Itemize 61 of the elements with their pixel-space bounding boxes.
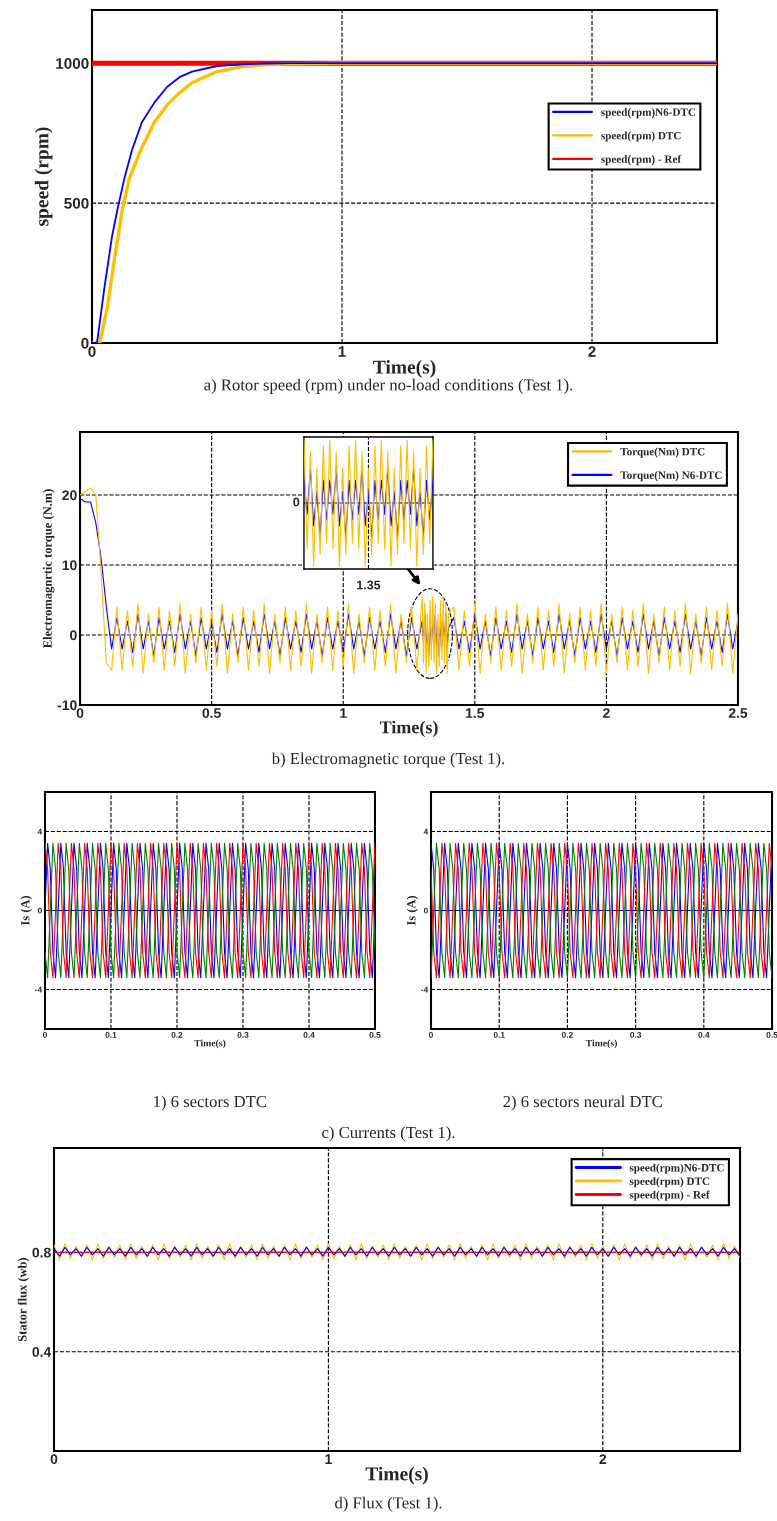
x-tick-label: 0.2 [561, 1031, 573, 1038]
x-tick-label: 0 [88, 346, 96, 357]
y-axis-title: Stator flux (wb) [17, 1257, 30, 1342]
legend-label: speed(rpm)N6-DTC [629, 1163, 724, 1174]
y-tick-label: 4 [423, 828, 429, 835]
x-tick-label: 0.2 [171, 1031, 183, 1038]
y-tick-label: 0.4 [32, 1347, 52, 1357]
y-tick-label: 0 [81, 337, 89, 349]
y-tick-label: 4 [37, 828, 43, 835]
y-axis-title: speed (rpm) [34, 127, 53, 226]
x-tick-label: 1.5 [466, 708, 485, 718]
text: b) Electromagnetic torque (Test 1). [271, 752, 505, 768]
text: 2) 6 sectors neural DTC [503, 1095, 662, 1111]
y-tick-label: -10 [57, 700, 77, 711]
x-tick-label: 0.5 [202, 708, 221, 718]
x-axis-title: Time(s) [365, 1466, 428, 1485]
y-axis-title: Is (A) [20, 895, 33, 926]
text: 1) 6 sectors DTC [154, 1095, 267, 1111]
legend-label: Torque(Nm) N6-DTC [620, 471, 722, 482]
x-tick-label: 0.1 [105, 1031, 117, 1038]
x-tick-label: 0.5 [369, 1031, 381, 1038]
x-tick-label: 1 [338, 346, 346, 357]
text: d) Flux (Test 1). [335, 1496, 442, 1512]
x-axis-title: Time(s) [379, 720, 438, 738]
text: a) Rotor speed (rpm) under no-load conditions (Test 1). [204, 378, 573, 394]
y-tick-label: 20 [62, 490, 77, 501]
y-tick-label: 0 [37, 907, 42, 914]
y-tick-label: -4 [421, 986, 429, 993]
x-tick-label: 0.3 [630, 1031, 642, 1038]
annotation: 1.35 [357, 580, 381, 590]
y-axis-title: Electromagnrtic torque (N.m) [42, 489, 55, 649]
x-axis-title: Time(s) [373, 360, 436, 378]
x-tick-label: 1 [325, 1454, 332, 1464]
x-tick-label: 2 [603, 708, 610, 718]
legend-label: Torque(Nm) DTC [620, 447, 705, 458]
x-tick-label: 0.5 [766, 1031, 777, 1038]
y-tick-label: 500 [64, 197, 89, 209]
text: c) Currents (Test 1). [322, 1126, 455, 1142]
legend-label: speed(rpm)N6-DTC [601, 108, 696, 119]
y-tick-label: 0 [70, 630, 77, 641]
x-tick-label: 2 [599, 1454, 607, 1464]
x-tick-label: 0.4 [303, 1031, 315, 1038]
y-axis-title: Is (A) [406, 895, 419, 926]
x-tick-label: 1 [340, 708, 347, 718]
x-tick-label: 0.4 [698, 1031, 710, 1038]
x-tick-label: 2.5 [728, 708, 748, 718]
x-tick-label: 0.3 [237, 1031, 249, 1038]
x-axis-title: Time(s) [194, 1039, 226, 1049]
legend-label: speed(rpm) DTC [629, 1177, 710, 1188]
legend-label: speed(rpm) - Ref [601, 154, 682, 166]
ref-line-label: 0 [293, 497, 300, 507]
x-tick-label: 2 [588, 346, 596, 357]
legend-label: speed(rpm) DTC [601, 131, 681, 142]
x-tick-label: 0.1 [493, 1031, 505, 1038]
y-tick-label: 0.8 [32, 1247, 51, 1258]
y-tick-label: 0 [423, 907, 428, 914]
x-axis-title: Time(s) [585, 1039, 617, 1049]
y-tick-label: 1000 [56, 58, 89, 69]
y-tick-label: -4 [35, 986, 43, 993]
legend-label: speed(rpm) - Ref [629, 1190, 710, 1201]
y-tick-label: 10 [62, 560, 77, 571]
